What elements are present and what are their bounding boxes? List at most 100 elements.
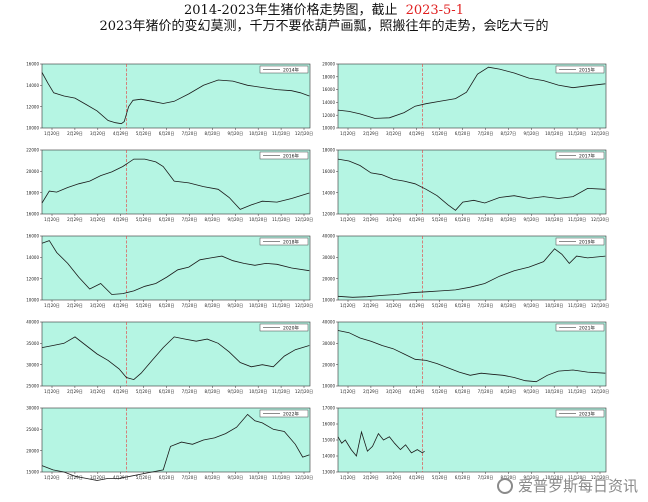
- x-tick-label: 7月20日: [182, 475, 198, 480]
- x-tick-label: 9月20日: [227, 217, 243, 222]
- x-tick-label: 7月20日: [182, 217, 198, 222]
- y-tick-label: 12000: [26, 276, 39, 281]
- x-tick-label: 1月20日: [340, 303, 356, 308]
- legend-box: [555, 323, 605, 332]
- y-tick-label: 22000: [26, 148, 39, 153]
- x-tick-label: 5月20日: [136, 131, 152, 136]
- wechat-logo-icon: [496, 477, 513, 494]
- title-date: 2023-5-1: [405, 3, 464, 18]
- chart-title: 2014-2023年生猪价格走势图，截止 2023-5-1 2023年猪价的变幻莫…: [0, 2, 648, 35]
- x-tick-label: 6月20日: [455, 303, 471, 308]
- x-tick-label: 1月20日: [340, 475, 356, 480]
- x-tick-label: 10月20日: [249, 131, 267, 136]
- y-tick-label: 12000: [322, 113, 335, 118]
- y-tick-label: 18000: [322, 148, 335, 153]
- x-tick-label: 8月20日: [205, 389, 221, 394]
- x-tick-label: 8月20日: [501, 217, 517, 222]
- x-tick-label: 11月20日: [272, 303, 290, 308]
- x-tick-label: 6月20日: [159, 303, 175, 308]
- legend-label: 2014年: [283, 66, 299, 73]
- x-tick-label: 3月20日: [90, 389, 106, 394]
- x-tick-label: 12月20日: [295, 303, 313, 308]
- plot-area: [41, 407, 311, 473]
- x-tick-label: 4月29日: [113, 303, 129, 308]
- x-tick-label: 5月20日: [432, 475, 448, 480]
- chart-svg: 40000 30000 20000 10000 1月20日 2月29日 3月20日 4月29日…: [322, 234, 609, 308]
- x-tick-label: 5月20日: [136, 217, 152, 222]
- chart-panel-2021: 40000 30000 20000 10000 1月20日 2月29日 3月20日 4月29日…: [316, 318, 609, 398]
- y-tick-label: 18000: [322, 74, 335, 79]
- x-tick-label: 3月20日: [90, 303, 106, 308]
- chart-svg: 18000 16000 14000 12000 1月20日 2月29日 3月20日 4月29日…: [322, 148, 609, 222]
- y-tick-label: 20000: [322, 362, 335, 367]
- price-series-line: [41, 336, 310, 381]
- x-tick-label: 1月20日: [44, 389, 60, 394]
- legend-label: 2016年: [283, 152, 299, 159]
- x-tick-label: 4月29日: [113, 131, 129, 136]
- x-tick-label: 12月20日: [591, 217, 609, 222]
- x-tick-label: 5月20日: [136, 475, 152, 480]
- plot-area: [41, 149, 311, 215]
- price-series-line: [337, 330, 606, 383]
- x-tick-label: 4月29日: [409, 217, 425, 222]
- x-tick-label: 9月20日: [523, 303, 539, 308]
- chart-svg: 30000 25000 20000 15000 1月20日 2月29日 3月20日 4月29日…: [26, 406, 313, 481]
- y-tick-label: 16000: [26, 212, 39, 217]
- y-tick-label: 12000: [26, 104, 39, 109]
- legend-box: [259, 237, 309, 246]
- x-tick-label: 1月20日: [44, 217, 60, 222]
- y-tick-label: 16000: [322, 87, 335, 92]
- x-tick-label: 11月20日: [568, 131, 586, 136]
- x-tick-label: 10月20日: [545, 389, 563, 394]
- x-tick-label: 12月20日: [295, 475, 313, 480]
- legend-box: [259, 409, 309, 418]
- x-tick-label: 11月20日: [272, 389, 290, 394]
- price-series-line: [337, 430, 425, 457]
- price-series-line: [337, 66, 606, 119]
- x-tick-label: 5月20日: [432, 217, 448, 222]
- price-series-line: [41, 240, 310, 295]
- x-tick-label: 9月20日: [523, 217, 539, 222]
- legend-box: [259, 151, 309, 160]
- chart-panel-2019: 40000 30000 20000 10000 1月20日 2月29日 3月20日 4月29日…: [316, 232, 609, 312]
- x-tick-label: 12月20日: [295, 389, 313, 394]
- y-tick-label: 16000: [322, 169, 335, 174]
- legend-label: 2020年: [283, 324, 299, 331]
- x-tick-label: 7月20日: [478, 475, 494, 480]
- legend-box: [259, 323, 309, 332]
- x-tick-label: 6月20日: [455, 389, 471, 394]
- watermark: 爱普罗斯每日资讯: [496, 475, 638, 496]
- y-tick-label: 20000: [322, 62, 335, 67]
- chart-svg: 16000 14000 12000 10000 1月20日 2月29日 3月20日 4月29日…: [26, 234, 313, 308]
- y-tick-label: 16000: [26, 234, 39, 239]
- x-tick-label: 12月20日: [591, 475, 609, 480]
- x-tick-label: 9月20日: [523, 131, 539, 136]
- x-tick-label: 10月20日: [249, 475, 267, 480]
- x-tick-label: 2月29日: [67, 475, 83, 480]
- x-tick-label: 6月20日: [455, 131, 471, 136]
- y-tick-label: 10000: [26, 126, 39, 131]
- chart-svg: 16000 14000 12000 10000 1月20日 2月29日 3月20日 4月29日…: [26, 62, 313, 136]
- plot-area: [41, 235, 311, 301]
- plot-area: [41, 321, 311, 387]
- x-tick-label: 1月20日: [44, 303, 60, 308]
- x-tick-label: 6月20日: [455, 475, 471, 480]
- x-tick-label: 5月20日: [136, 389, 152, 394]
- x-tick-label: 6月20日: [159, 475, 175, 480]
- x-tick-label: 2月29日: [363, 475, 379, 480]
- x-tick-label: 4月29日: [409, 389, 425, 394]
- x-tick-label: 11月20日: [272, 131, 290, 136]
- watermark-text: 爱普罗斯每日资讯: [517, 477, 638, 495]
- x-tick-label: 3月20日: [90, 131, 106, 136]
- y-tick-label: 20000: [26, 448, 39, 453]
- x-tick-label: 5月20日: [432, 303, 448, 308]
- x-tick-label: 7月20日: [182, 131, 198, 136]
- legend-box: [555, 151, 605, 160]
- y-tick-label: 30000: [26, 362, 39, 367]
- x-tick-label: 3月20日: [386, 475, 402, 480]
- legend-box: [259, 65, 309, 74]
- y-tick-label: 40000: [322, 234, 335, 239]
- x-tick-label: 6月20日: [455, 217, 471, 222]
- title-line-1: 2014-2023年生猪价格走势图，截止 2023-5-1: [0, 2, 648, 19]
- x-tick-label: 4月29日: [409, 303, 425, 308]
